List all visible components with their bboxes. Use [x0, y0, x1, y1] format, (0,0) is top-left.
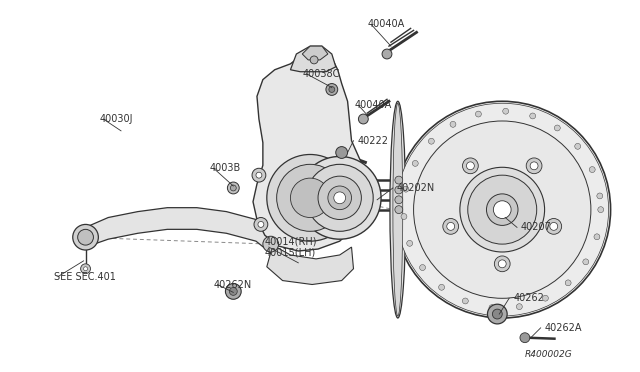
Polygon shape [267, 245, 353, 285]
Text: 40207: 40207 [521, 222, 552, 232]
Circle shape [395, 196, 403, 204]
Circle shape [403, 186, 409, 192]
Circle shape [291, 178, 330, 218]
Circle shape [438, 284, 445, 290]
Circle shape [468, 175, 537, 244]
Circle shape [450, 121, 456, 127]
Circle shape [358, 114, 368, 124]
Circle shape [406, 240, 413, 246]
Circle shape [229, 288, 237, 295]
Circle shape [334, 192, 346, 204]
Circle shape [597, 193, 603, 199]
Circle shape [306, 164, 373, 231]
Text: 40202N: 40202N [397, 183, 435, 193]
Circle shape [336, 147, 348, 158]
Circle shape [447, 222, 454, 230]
Circle shape [476, 111, 481, 117]
Circle shape [575, 143, 580, 149]
Text: SEE SEC.401: SEE SEC.401 [54, 272, 116, 282]
Circle shape [486, 194, 518, 225]
Circle shape [81, 264, 90, 274]
Circle shape [73, 224, 99, 250]
Circle shape [530, 113, 536, 119]
Circle shape [530, 162, 538, 170]
Text: 40262N: 40262N [214, 279, 252, 289]
Circle shape [489, 305, 495, 311]
Circle shape [565, 280, 571, 286]
Text: 4003B: 4003B [210, 163, 241, 173]
Circle shape [298, 157, 381, 239]
Circle shape [329, 87, 335, 92]
Text: 40038C: 40038C [302, 69, 340, 79]
Circle shape [516, 304, 522, 310]
Circle shape [256, 172, 262, 178]
Circle shape [494, 256, 510, 272]
Circle shape [230, 185, 236, 191]
Circle shape [594, 234, 600, 240]
Circle shape [310, 56, 318, 64]
Text: 40030J: 40030J [99, 114, 133, 124]
Circle shape [546, 218, 562, 234]
Text: 40262: 40262 [513, 293, 544, 303]
Circle shape [499, 260, 506, 268]
Circle shape [583, 259, 589, 265]
Circle shape [276, 164, 344, 231]
Circle shape [420, 264, 426, 270]
Circle shape [227, 182, 239, 194]
Text: 40040A: 40040A [355, 100, 392, 110]
Text: 40014(RH)
40015(LH): 40014(RH) 40015(LH) [265, 236, 317, 258]
Circle shape [77, 230, 93, 245]
Circle shape [84, 267, 88, 271]
Ellipse shape [393, 103, 403, 316]
Circle shape [488, 304, 507, 324]
Circle shape [328, 186, 351, 210]
Circle shape [492, 309, 502, 319]
Text: 40262A: 40262A [545, 323, 582, 333]
Circle shape [382, 49, 392, 59]
Circle shape [413, 121, 591, 298]
Polygon shape [86, 208, 271, 253]
Circle shape [554, 125, 560, 131]
Circle shape [526, 158, 542, 174]
Circle shape [443, 218, 459, 234]
Circle shape [401, 214, 407, 219]
Circle shape [396, 103, 609, 316]
Text: 40222: 40222 [357, 136, 388, 146]
Polygon shape [253, 50, 369, 251]
Circle shape [395, 206, 403, 214]
Circle shape [493, 201, 511, 218]
Polygon shape [291, 46, 336, 72]
Circle shape [225, 283, 241, 299]
Circle shape [258, 221, 264, 227]
Circle shape [520, 333, 530, 343]
Circle shape [252, 168, 266, 182]
Circle shape [598, 207, 604, 212]
Circle shape [463, 158, 478, 174]
Circle shape [326, 84, 338, 95]
Circle shape [543, 295, 548, 301]
Circle shape [502, 108, 509, 114]
Circle shape [318, 176, 362, 219]
Circle shape [394, 101, 611, 318]
Circle shape [263, 236, 278, 252]
Ellipse shape [390, 101, 406, 318]
Circle shape [254, 218, 268, 231]
Text: R400002G: R400002G [525, 350, 573, 359]
Circle shape [428, 138, 435, 144]
Polygon shape [302, 46, 328, 60]
Text: 40040A: 40040A [367, 19, 404, 29]
Circle shape [467, 162, 474, 170]
Circle shape [550, 222, 557, 230]
Circle shape [395, 176, 403, 184]
Circle shape [412, 160, 418, 166]
Circle shape [395, 186, 403, 194]
Circle shape [267, 154, 353, 241]
Circle shape [589, 167, 595, 173]
Circle shape [460, 167, 545, 252]
Circle shape [462, 298, 468, 304]
